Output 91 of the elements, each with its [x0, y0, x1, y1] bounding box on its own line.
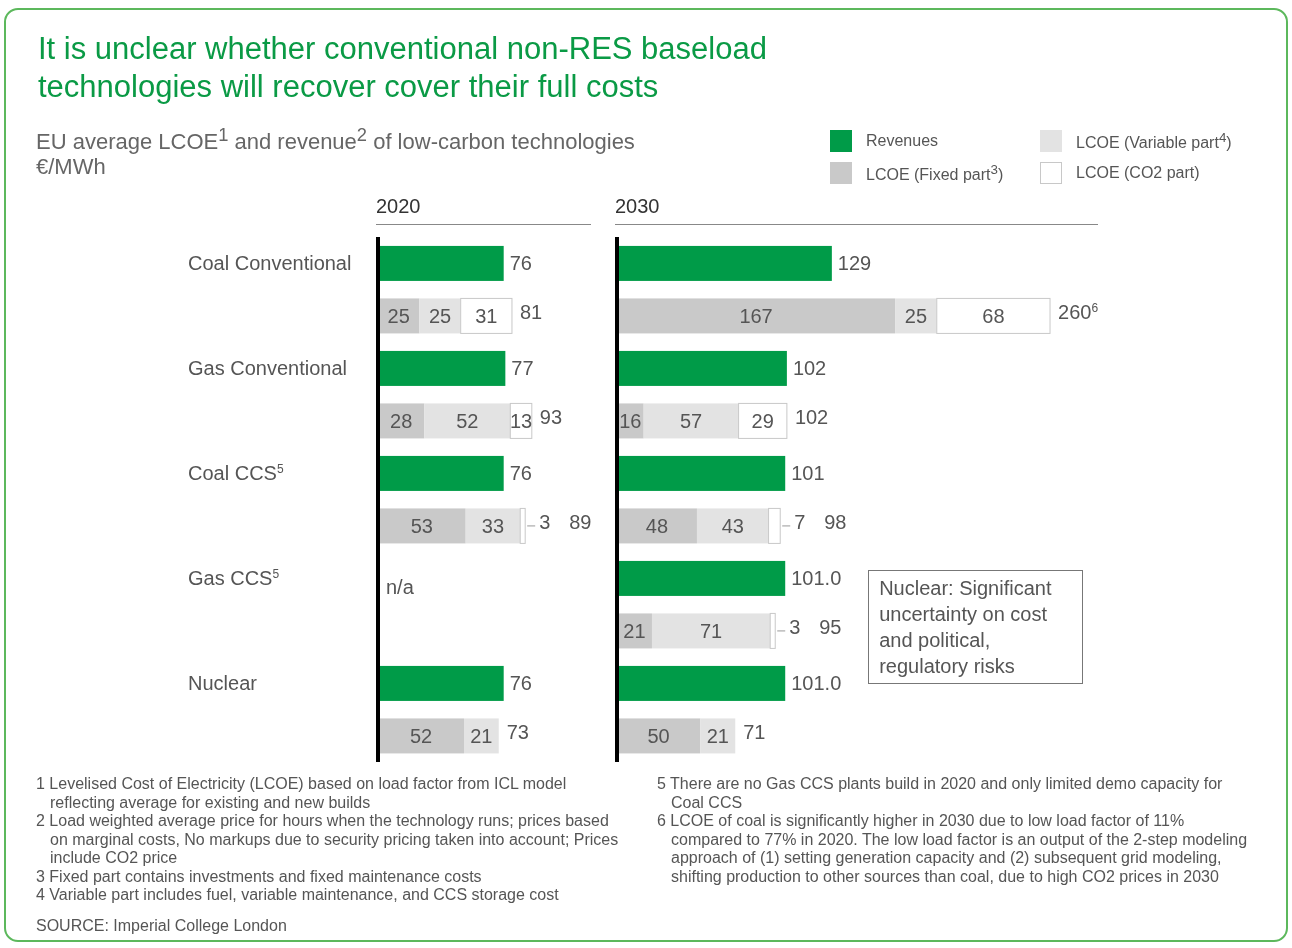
total-label: 73	[506, 720, 529, 743]
data-label: 52	[409, 724, 433, 747]
data-label: 43	[721, 514, 744, 537]
data-label: 7	[794, 510, 806, 533]
data-label: 21	[470, 724, 493, 747]
bar	[378, 665, 504, 701]
text: €/MWh	[36, 154, 106, 179]
data-label: 48	[645, 514, 669, 537]
data-label: 53	[410, 514, 433, 537]
total-label: 81	[519, 300, 543, 323]
data-label: 3	[789, 615, 801, 638]
bar	[378, 245, 504, 281]
data-label: 16	[619, 409, 642, 432]
data-label: 76	[509, 462, 532, 485]
bar	[378, 718, 464, 754]
text: 1 Levelised Cost of Electricity (LCOE) based on load factor from ICL model reflecting average for existing and new builds	[36, 775, 567, 811]
data-label: 57	[679, 409, 703, 432]
data-label: 101.0	[791, 567, 842, 590]
y-tick-label: Gas CCS$^{5}$	[188, 567, 280, 590]
text: 4 Variable part includes fuel, variable maintenance, and CCS storage cost	[36, 886, 559, 903]
legend-label: LCOE (Fixed part$^{3}$)	[866, 161, 1004, 185]
text: 6 LCOE of coal is significantly higher in 2030 due to low load factor of 11% compared to 77% in 2020. The low load factor is an output of the 2-step modeling approach of (1) setting generation capacity and (2) subsequent grid modeling, shifting production to other sources than coal, due to high CO2 prices in 2030	[657, 812, 1248, 885]
bar	[617, 298, 896, 334]
annotation: Nuclear: Significant uncertainty on cost and political, regulatory risks	[879, 577, 1052, 678]
data-label: 29	[751, 409, 774, 432]
annotation: n/a	[386, 576, 414, 599]
bar	[936, 297, 1051, 334]
bar	[738, 402, 788, 439]
bar	[378, 455, 504, 491]
bar	[696, 508, 769, 544]
bar	[617, 718, 701, 754]
text: 5 There are no Gas CCS plants build in 2020 and only limited demo capacity for Coal CCS	[657, 775, 1223, 811]
bar	[617, 665, 786, 701]
data-label: 129	[837, 252, 872, 275]
bar	[378, 508, 466, 544]
total-label: 71	[743, 720, 766, 743]
y-tick-label: Coal CCS$^{5}$	[188, 462, 284, 485]
data-label: 21	[623, 619, 646, 642]
bar	[769, 612, 776, 649]
chart-title: 2030	[615, 195, 660, 217]
data-label: 25	[904, 304, 928, 327]
bar	[617, 455, 786, 491]
data-label: 102	[792, 357, 827, 380]
source-note: SOURCE: Imperial College London	[36, 917, 287, 934]
legend-label: LCOE (CO2 part)	[1076, 164, 1200, 182]
data-label: 76	[509, 252, 532, 275]
data-label: 167	[739, 304, 773, 327]
total-label: 93	[539, 405, 563, 428]
legend-label: Revenues	[866, 132, 939, 150]
total-label: 260$^{6}$	[1058, 300, 1099, 323]
bar	[768, 507, 781, 544]
total-label: 95	[819, 615, 842, 638]
data-label: 25	[387, 304, 410, 327]
data-label: 101.0	[791, 672, 842, 695]
bar	[519, 507, 526, 544]
data-label: 3	[539, 510, 551, 533]
bar	[651, 613, 771, 649]
text: EU average LCOE$^{1}$ and revenue$^{2}$ of low-carbon technologies	[36, 124, 635, 155]
data-label: 31	[475, 304, 498, 327]
bar	[617, 560, 786, 596]
data-label: 13	[509, 409, 533, 432]
bar	[617, 350, 787, 386]
data-label: 50	[647, 724, 670, 747]
bar	[617, 245, 832, 281]
chart-title: 2020	[376, 195, 421, 217]
total-label: 102	[794, 405, 829, 428]
bar	[617, 508, 697, 544]
data-label: 28	[390, 409, 413, 432]
bar	[643, 403, 739, 439]
text: 2 Load weighted average price for hours when the technology runs; prices based on marginal costs, No markups due to security pricing taken into account; Prices include CO2 price	[36, 812, 619, 866]
y-tick-label: Nuclear	[188, 672, 258, 695]
data-label: 76	[509, 672, 532, 695]
data-label: 101	[791, 462, 825, 485]
bar	[378, 350, 506, 386]
legend-label: LCOE (Variable part$^{4}$)	[1076, 129, 1232, 153]
bar	[465, 508, 521, 544]
data-label: 68	[982, 304, 1005, 327]
data-label: 33	[481, 514, 505, 537]
data-label: 52	[456, 409, 479, 432]
data-label: 77	[511, 357, 534, 380]
text: 3 Fixed part contains investments and fixed maintenance costs	[36, 867, 482, 885]
y-tick-label: Coal Conventional	[188, 252, 352, 275]
bar	[460, 297, 513, 334]
data-label: 71	[699, 619, 723, 642]
text: It is unclear whether conventional non-RES baseload technologies will recover cover their full costs	[38, 31, 767, 104]
total-label: 98	[824, 510, 847, 533]
data-label: 25	[428, 304, 452, 327]
data-label: 21	[706, 724, 729, 747]
total-label: 89	[569, 510, 592, 533]
bar	[424, 403, 511, 439]
y-tick-label: Gas Conventional	[188, 357, 347, 380]
